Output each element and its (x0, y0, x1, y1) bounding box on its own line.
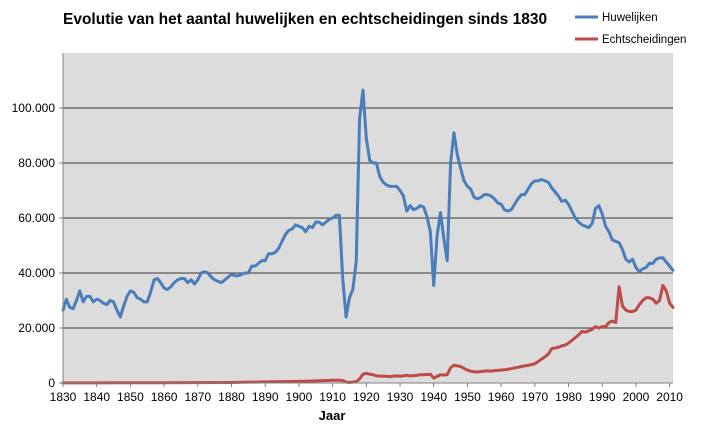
x-tick-label-1960: 1960 (488, 390, 515, 404)
x-axis-label: Jaar (319, 408, 346, 423)
chart-title: Evolutie van het aantal huwelijken en ec… (63, 11, 547, 28)
x-tick-label-2010: 2010 (656, 390, 683, 404)
y-tick-label-4: 80.000 (18, 156, 55, 170)
x-tick-label-1980: 1980 (555, 390, 582, 404)
x-tick-label-1900: 1900 (286, 390, 313, 404)
x-tick-label-1870: 1870 (184, 390, 211, 404)
x-tick-label-1860: 1860 (151, 390, 178, 404)
x-tick-label-1840: 1840 (83, 390, 110, 404)
x-tick-label-2000: 2000 (623, 390, 650, 404)
x-tick-label-1880: 1880 (218, 390, 245, 404)
y-axis-ticks: 0 20.000 40.000 60.000 80.000 100.000 (12, 101, 63, 390)
x-tick-label-1850: 1850 (117, 390, 144, 404)
x-tick-label-1920: 1920 (353, 390, 380, 404)
x-tick-label-1970: 1970 (521, 390, 548, 404)
x-tick-label-1950: 1950 (454, 390, 481, 404)
series-line-huwelijken (61, 88, 675, 319)
y-tick-label-3: 60.000 (18, 211, 55, 225)
series-line-echtscheidingen (61, 283, 675, 385)
x-tick-label-1940: 1940 (420, 390, 447, 404)
x-tick-label-1990: 1990 (589, 390, 616, 404)
legend-label-huwelijken: Huwelijken (602, 12, 658, 24)
y-tick-label-5: 100.000 (12, 101, 56, 115)
y-tick-label-1: 20.000 (18, 321, 55, 335)
series-layer (61, 88, 675, 385)
y-tick-label-2: 40.000 (18, 266, 55, 280)
legend-label-echtscheidingen: Echtscheidingen (602, 34, 686, 46)
y-tick-label-0: 0 (48, 376, 55, 390)
x-tick-label-1830: 1830 (50, 390, 77, 404)
x-tick-label-1910: 1910 (319, 390, 346, 404)
x-tick-label-1930: 1930 (387, 390, 414, 404)
legend: Huwelijken Echtscheidingen (575, 12, 686, 46)
gridlines (63, 107, 673, 329)
x-tick-label-1890: 1890 (252, 390, 279, 404)
x-axis-ticks: 1830 1840 1850 1860 1870 1880 1890 1900 1910 1920… (50, 383, 683, 404)
